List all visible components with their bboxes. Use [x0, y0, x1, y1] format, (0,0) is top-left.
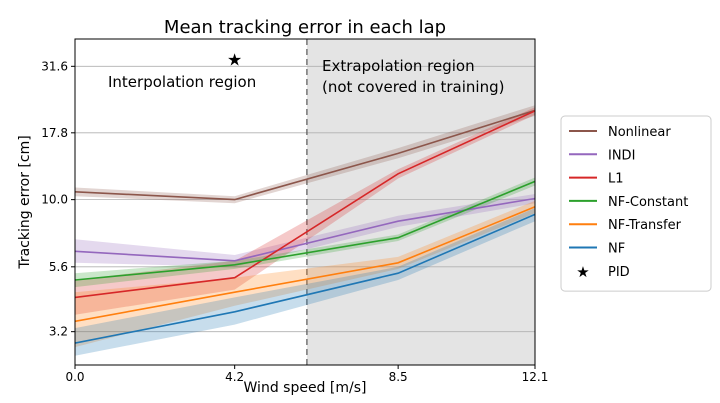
legend-label-nf-constant: NF-Constant — [608, 195, 688, 210]
legend-label-nf-transfer: NF-Transfer — [608, 218, 682, 233]
band-nf — [75, 208, 535, 356]
legend-label-l1: L1 — [608, 172, 624, 187]
series-line-l1 — [75, 110, 535, 299]
y-axis-label: Tracking error [cm] — [17, 135, 33, 269]
y-tick-label-31.6: 31.6 — [41, 59, 68, 73]
extrapolation-region-label-2: (not covered in training) — [322, 78, 504, 96]
y-tick-label-10.0: 10.0 — [41, 193, 68, 207]
y-tick-label-5.6: 5.6 — [49, 260, 68, 274]
interpolation-region-label: Interpolation region — [108, 73, 256, 91]
x-tick-label-8.5: 8.5 — [389, 370, 408, 384]
x-tick-label-4.2: 4.2 — [225, 370, 244, 384]
legend-label-indi: INDI — [608, 148, 635, 163]
x-axis-label: Wind speed [m/s] — [244, 380, 367, 396]
chart-title: Mean tracking error in each lap — [164, 17, 446, 38]
band-indi — [75, 194, 535, 267]
legend-swatch-pid: ★ — [576, 263, 589, 281]
series-line-nf-constant — [75, 180, 535, 281]
band-nf-transfer — [75, 200, 535, 348]
marker-pid: ★ — [227, 51, 242, 71]
series-line-nonlinear — [75, 109, 535, 201]
legend-label-pid: PID — [608, 265, 630, 280]
legend-label-nf: NF — [608, 242, 625, 257]
series-group — [75, 105, 535, 356]
axes-frame — [74, 38, 536, 366]
x-tick-label-12.1: 12.1 — [522, 370, 549, 384]
series-line-nf-transfer — [75, 206, 535, 323]
legend-box — [560, 115, 712, 292]
y-tick-label-3.2: 3.2 — [49, 325, 68, 339]
series-line-nf — [75, 213, 535, 344]
plot-area: ★ Interpolation region Extrapolation regio… — [41, 38, 549, 384]
x-tick-label-0.0: 0.0 — [65, 370, 84, 384]
legend: Nonlinear INDI L1 NF-Constant NF-Transfer NF ★… — [560, 115, 712, 292]
extrapolation-region-shade — [306, 39, 535, 365]
y-tick-label-17.8: 17.8 — [41, 126, 68, 140]
extrapolation-region-label-1: Extrapolation region — [322, 57, 475, 75]
band-l1 — [75, 107, 535, 315]
legend-label-nonlinear: Nonlinear — [608, 125, 671, 140]
